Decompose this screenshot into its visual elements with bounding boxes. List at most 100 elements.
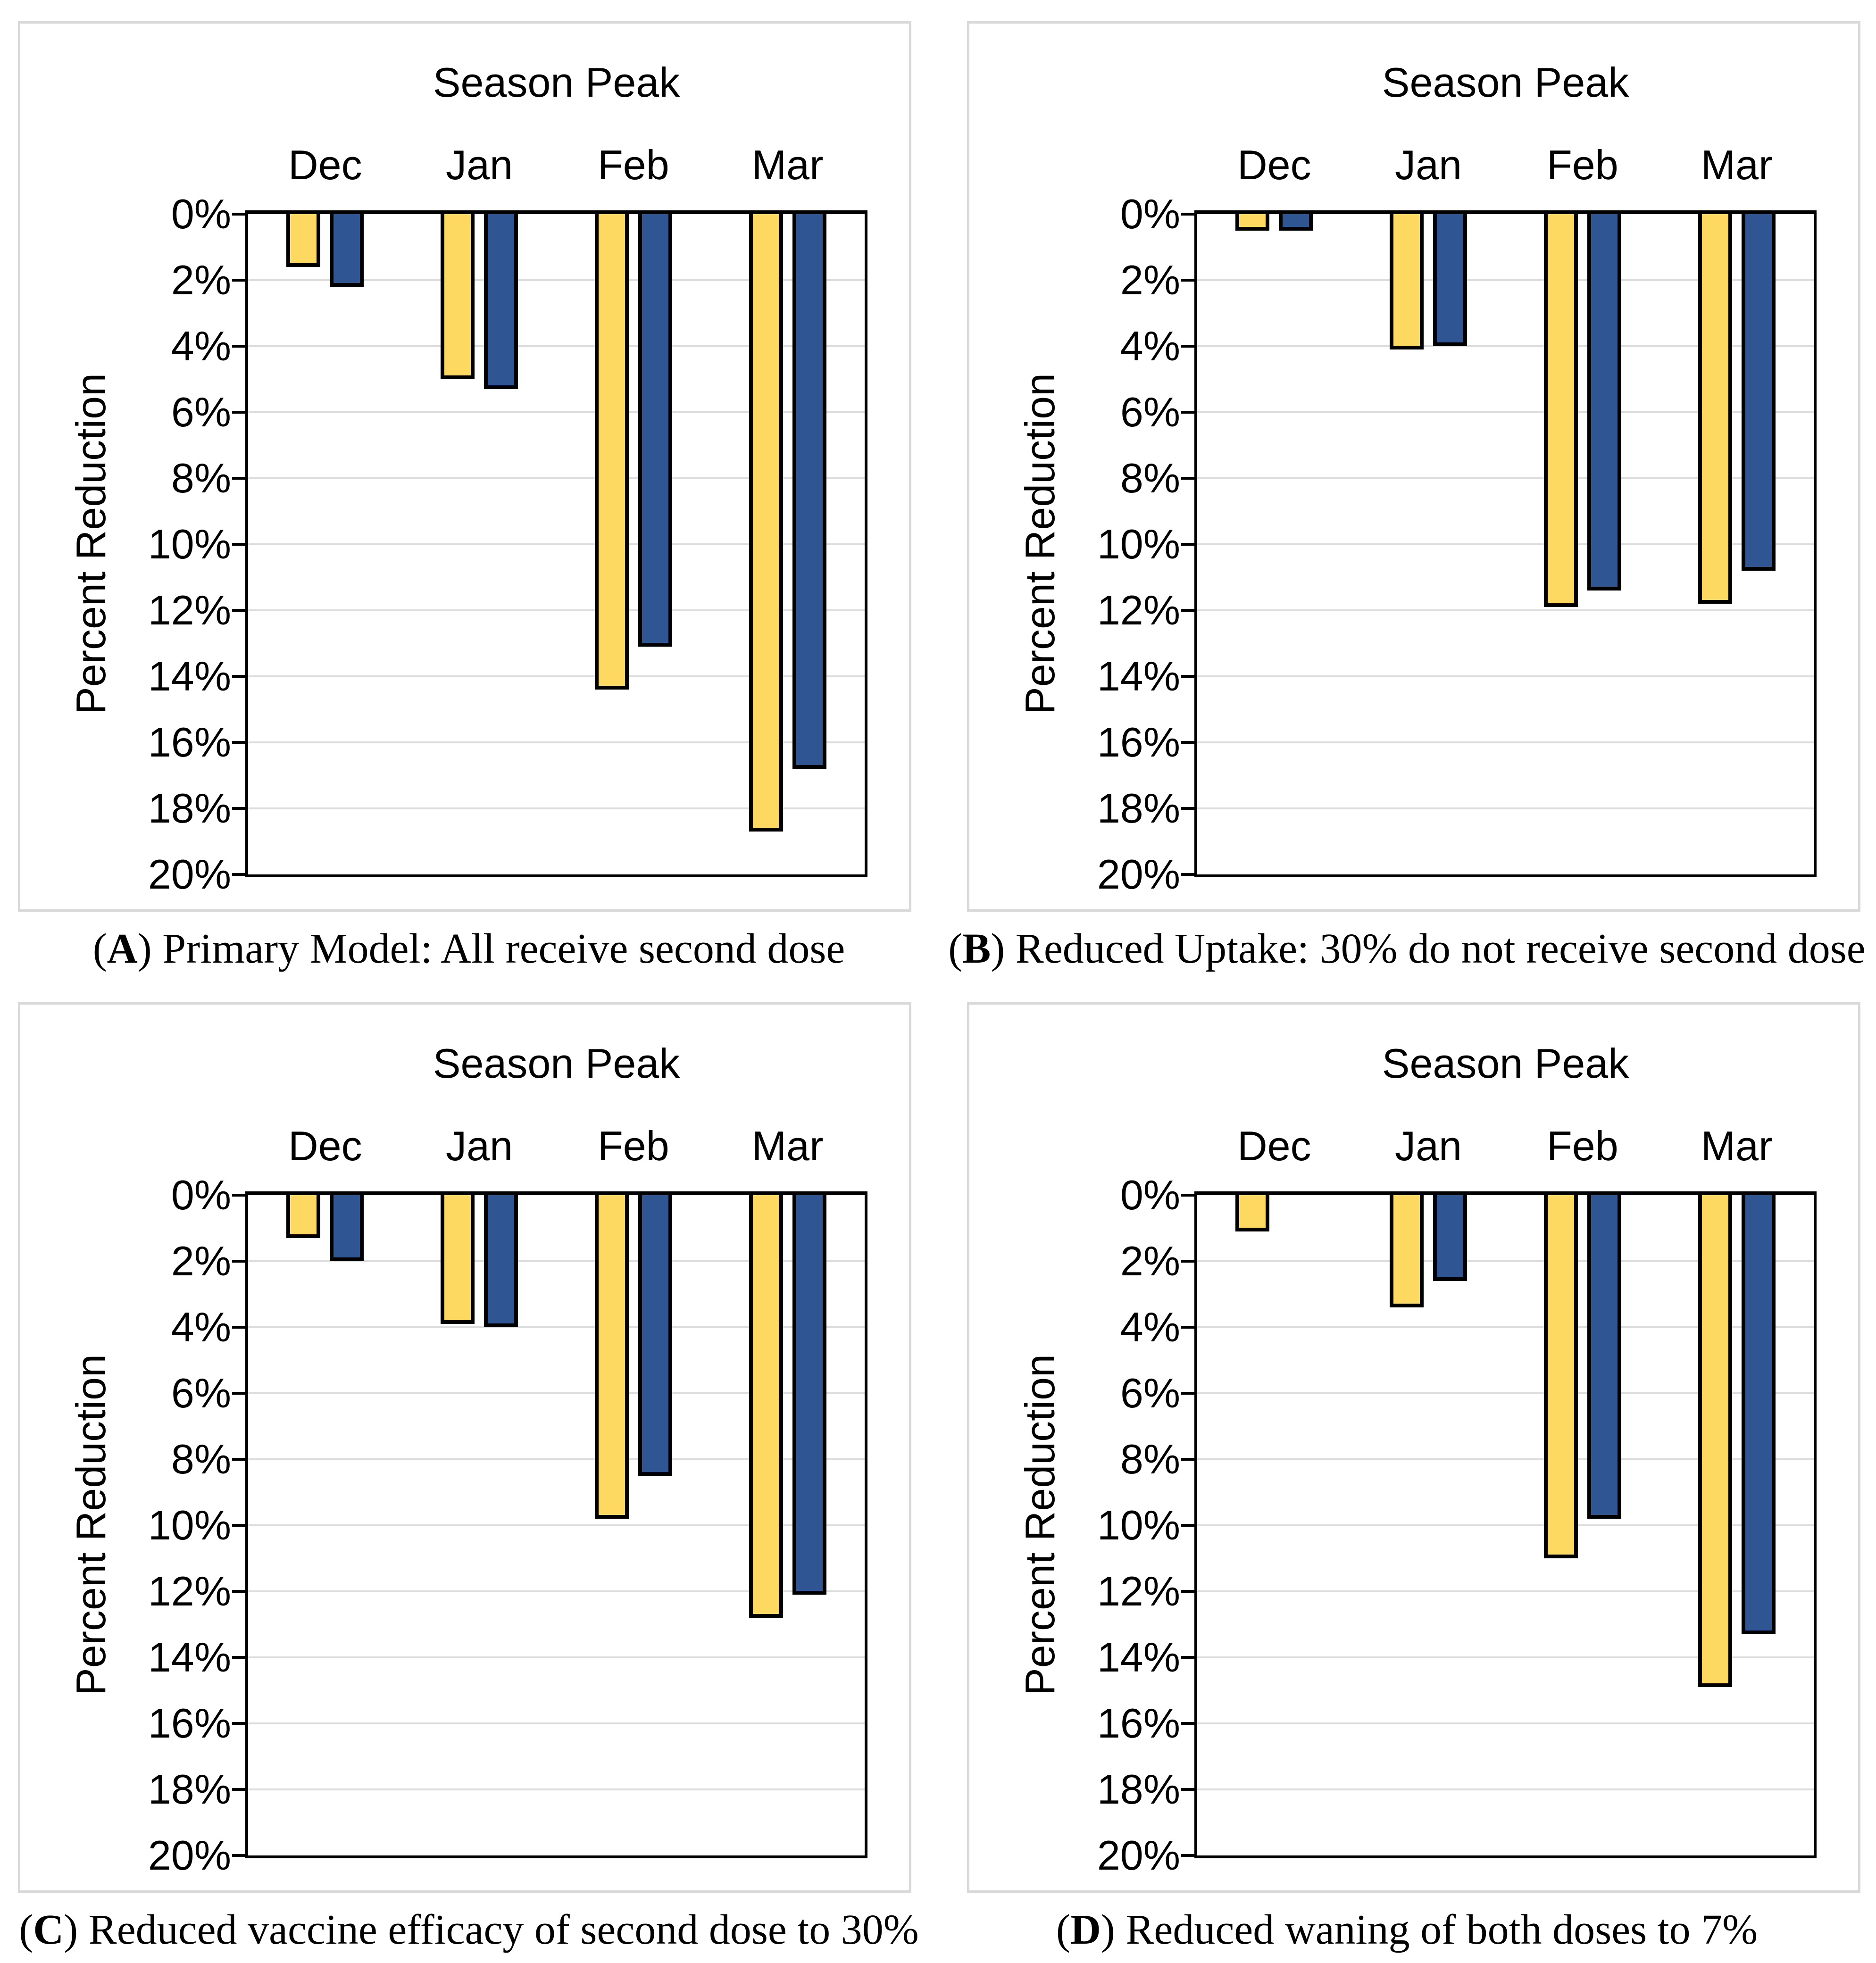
y-tick-label-14pct: 14% bbox=[148, 653, 231, 699]
y-tick-label-2pct: 2% bbox=[1120, 257, 1180, 303]
bar-blue-mar bbox=[792, 214, 826, 769]
y-axis-tick-2pct bbox=[232, 1260, 245, 1263]
panel-caption-B: (B) Reduced Uptake: 30% do not receive s… bbox=[938, 921, 1876, 977]
month-label-dec: Dec bbox=[288, 141, 362, 188]
y-axis-tick-2pct bbox=[1181, 279, 1194, 282]
bar-blue-jan bbox=[1433, 1195, 1467, 1281]
figure-cell-A: Season Peak Dec Jan Feb Mar 0% 2% 4% 6% 8% 10% 12% 1… bbox=[0, 0, 938, 981]
gridline-18pct bbox=[1197, 807, 1814, 809]
season-peak-title: Season Peak bbox=[433, 1040, 680, 1087]
gridline-18pct bbox=[1197, 1788, 1814, 1790]
bar-yellow-mar bbox=[749, 1195, 783, 1618]
gridline-14pct bbox=[1197, 675, 1814, 677]
y-tick-label-4pct: 4% bbox=[171, 1304, 231, 1350]
figure-cell-D: Season Peak Dec Jan Feb Mar 0% 2% 4% 6% 8% 10% 12% 1… bbox=[938, 981, 1876, 1963]
y-tick-label-2pct: 2% bbox=[171, 257, 231, 303]
bar-yellow-jan bbox=[441, 214, 475, 379]
y-tick-label-6pct: 6% bbox=[1120, 389, 1180, 435]
caption-open-paren: ( bbox=[948, 925, 963, 972]
y-tick-label-20pct: 20% bbox=[1097, 851, 1180, 898]
bar-yellow-dec bbox=[1235, 214, 1270, 231]
gridline-6pct bbox=[248, 411, 865, 413]
y-tick-label-18pct: 18% bbox=[1097, 1766, 1180, 1813]
bar-yellow-mar bbox=[749, 214, 783, 832]
gridline-2pct bbox=[248, 279, 865, 281]
y-tick-label-4pct: 4% bbox=[171, 323, 231, 369]
bar-yellow-feb bbox=[1543, 214, 1578, 607]
y-tick-label-0pct: 0% bbox=[1120, 1172, 1180, 1218]
y-tick-label-12pct: 12% bbox=[1097, 587, 1180, 633]
month-label-dec: Dec bbox=[1237, 141, 1311, 188]
caption-open-paren: ( bbox=[92, 925, 107, 972]
gridline-8pct bbox=[1197, 1458, 1814, 1460]
caption-panel-letter: B bbox=[962, 925, 991, 972]
y-axis-tick-20pct bbox=[232, 873, 245, 876]
y-axis-tick-18pct bbox=[1181, 807, 1194, 810]
gridline-12pct bbox=[248, 609, 865, 611]
month-label-jan: Jan bbox=[446, 1123, 513, 1169]
gridline-2pct bbox=[1197, 1260, 1814, 1262]
y-tick-label-8pct: 8% bbox=[171, 1436, 231, 1482]
y-axis-title: Percent Reduction bbox=[67, 1354, 114, 1696]
y-tick-label-10pct: 10% bbox=[1097, 521, 1180, 567]
y-axis-tick-12pct bbox=[232, 1590, 245, 1593]
plot-area bbox=[245, 1191, 867, 1858]
y-tick-label-20pct: 20% bbox=[1097, 1832, 1180, 1879]
y-axis-tick-8pct bbox=[232, 477, 245, 480]
y-axis-tick-10pct bbox=[232, 543, 245, 546]
gridline-2pct bbox=[1197, 279, 1814, 281]
y-axis-tick-18pct bbox=[232, 807, 245, 810]
y-axis-tick-4pct bbox=[1181, 1326, 1194, 1329]
gridline-4pct bbox=[1197, 345, 1814, 347]
month-label-dec: Dec bbox=[288, 1123, 362, 1169]
month-label-feb: Feb bbox=[1547, 1123, 1618, 1169]
y-axis-tick-14pct bbox=[232, 1656, 245, 1659]
caption-open-paren: ( bbox=[1056, 1906, 1070, 1953]
panel-caption-A: (A) Primary Model: All receive second do… bbox=[0, 921, 938, 977]
gridline-4pct bbox=[248, 345, 865, 347]
plot-area bbox=[1194, 1191, 1817, 1858]
y-axis-tick-6pct bbox=[232, 1392, 245, 1395]
y-axis-tick-4pct bbox=[232, 1326, 245, 1329]
bar-blue-feb bbox=[638, 214, 672, 647]
gridline-12pct bbox=[1197, 609, 1814, 611]
caption-text: Reduced vaccine efficacy of second dose … bbox=[88, 1906, 919, 1953]
chart-panel-C: Season Peak Dec Jan Feb Mar 0% 2% 4% 6% 8% 10% 12% 1… bbox=[18, 1002, 911, 1893]
bar-blue-mar bbox=[1741, 1195, 1776, 1634]
figure-cell-B: Season Peak Dec Jan Feb Mar 0% 2% 4% 6% 8% 10% 12% 1… bbox=[938, 0, 1876, 981]
bar-yellow-jan bbox=[1390, 1195, 1424, 1307]
y-axis-tick-8pct bbox=[1181, 1458, 1194, 1461]
y-tick-label-20pct: 20% bbox=[148, 1832, 231, 1879]
caption-close-paren: ) bbox=[1101, 1906, 1126, 1953]
y-tick-label-0pct: 0% bbox=[171, 1172, 231, 1218]
bar-yellow-feb bbox=[594, 1195, 629, 1519]
y-axis-tick-8pct bbox=[1181, 477, 1194, 480]
y-axis-tick-16pct bbox=[1181, 1722, 1194, 1725]
caption-open-paren: ( bbox=[19, 1906, 33, 1953]
y-tick-label-6pct: 6% bbox=[1120, 1370, 1180, 1416]
caption-panel-letter: D bbox=[1070, 1906, 1101, 1953]
y-tick-label-0pct: 0% bbox=[171, 191, 231, 237]
bar-blue-mar bbox=[792, 1195, 826, 1595]
bar-yellow-feb bbox=[594, 214, 629, 690]
y-axis-tick-16pct bbox=[232, 741, 245, 744]
caption-panel-letter: C bbox=[33, 1906, 64, 1953]
season-peak-title: Season Peak bbox=[1382, 59, 1629, 106]
y-tick-label-14pct: 14% bbox=[148, 1634, 231, 1680]
y-axis-tick-6pct bbox=[232, 411, 245, 414]
bar-yellow-dec bbox=[286, 214, 321, 267]
y-tick-label-16pct: 16% bbox=[148, 1700, 231, 1747]
caption-text: Primary Model: All receive second dose bbox=[162, 925, 845, 972]
caption-text: Reduced Uptake: 30% do not receive secon… bbox=[1015, 925, 1866, 972]
bar-blue-dec bbox=[330, 1195, 364, 1261]
gridline-6pct bbox=[1197, 1392, 1814, 1394]
gridline-12pct bbox=[1197, 1590, 1814, 1592]
month-label-jan: Jan bbox=[1395, 141, 1462, 188]
y-axis-tick-14pct bbox=[1181, 675, 1194, 678]
y-tick-label-4pct: 4% bbox=[1120, 323, 1180, 369]
gridline-10pct bbox=[1197, 543, 1814, 545]
plot-area bbox=[245, 210, 867, 877]
gridline-16pct bbox=[1197, 1722, 1814, 1724]
y-tick-label-18pct: 18% bbox=[148, 785, 231, 832]
y-tick-label-18pct: 18% bbox=[1097, 785, 1180, 832]
